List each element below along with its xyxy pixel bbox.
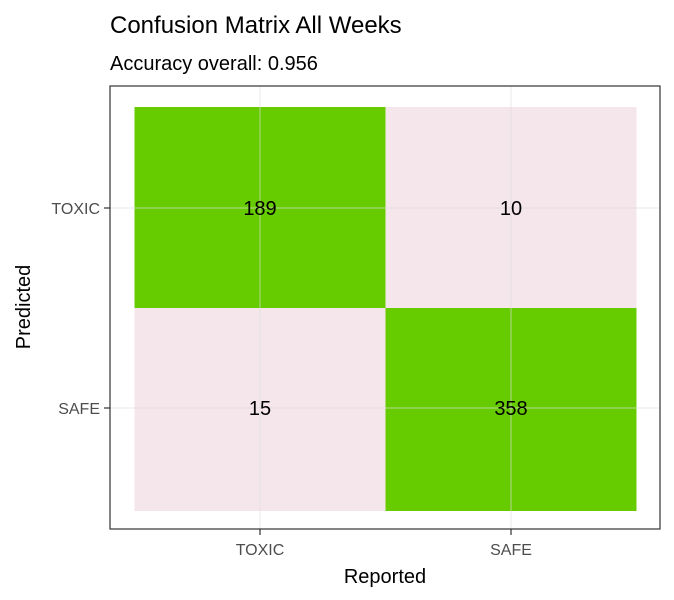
cell-label-toxic-safe: 10 xyxy=(500,198,522,220)
cell-labels: 189 10 15 358 xyxy=(243,198,527,420)
x-axis: TOXIC SAFE xyxy=(236,529,532,559)
heatmap-cells xyxy=(134,107,637,511)
y-axis-title: Predicted xyxy=(13,265,35,350)
x-tick-label-safe: SAFE xyxy=(490,542,532,559)
y-axis: TOXIC SAFE xyxy=(51,201,110,418)
cell-label-safe-toxic: 15 xyxy=(249,398,271,420)
plot-panel-border xyxy=(109,85,661,530)
grid-lines xyxy=(110,86,660,529)
x-axis-title: Reported xyxy=(344,566,426,588)
y-tick-label-toxic: TOXIC xyxy=(51,201,100,218)
x-tick-label-toxic: TOXIC xyxy=(236,542,285,559)
cell-label-safe-safe: 358 xyxy=(494,398,527,420)
cell-label-toxic-toxic: 189 xyxy=(243,198,276,220)
y-tick-label-safe: SAFE xyxy=(58,401,100,418)
chart-subtitle: Accuracy overall: 0.956 xyxy=(110,53,318,75)
chart-title: Confusion Matrix All Weeks xyxy=(110,12,402,39)
